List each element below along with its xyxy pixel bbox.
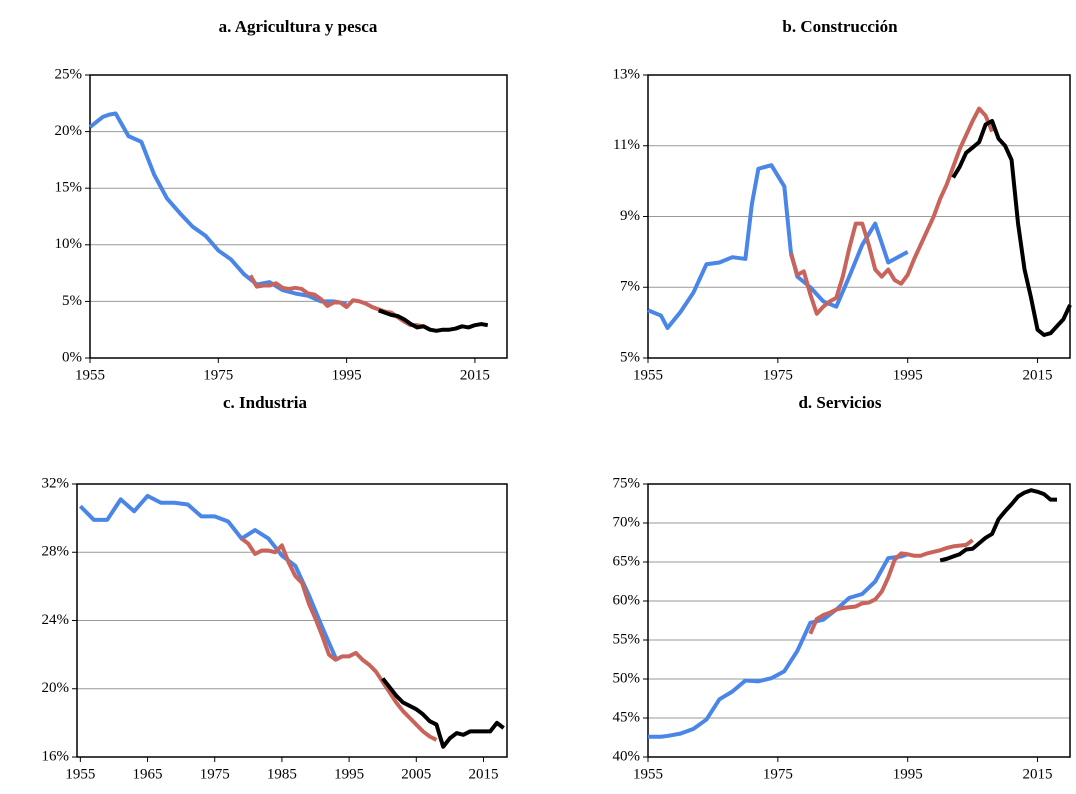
y-tick-label: 20%: [42, 680, 70, 696]
y-tick-label: 55%: [613, 631, 641, 647]
data-line: [88, 111, 347, 306]
y-tick-label: 13%: [613, 66, 641, 82]
x-tick-label: 1995: [332, 367, 362, 383]
y-tick-label: 60%: [613, 592, 641, 608]
y-tick-label: 65%: [613, 553, 641, 569]
x-tick-label: 1965: [133, 766, 163, 782]
x-tick-label: 1955: [633, 766, 663, 782]
x-tick-label: 1975: [203, 367, 233, 383]
y-tick-label: 25%: [55, 66, 83, 82]
x-tick-label: 1995: [893, 367, 923, 383]
y-tick-label: 11%: [613, 137, 640, 153]
data-line: [240, 537, 438, 742]
chart-title: b. Construcción: [782, 17, 898, 36]
y-tick-label: 75%: [613, 475, 641, 491]
data-line: [378, 308, 489, 333]
y-tick-label: 40%: [613, 748, 641, 764]
y-tick-label: 15%: [55, 180, 83, 196]
data-line: [381, 677, 505, 749]
chart-title: a. Agricultura y pesca: [219, 17, 378, 36]
data-line: [939, 488, 1058, 563]
x-tick-label: 1955: [633, 367, 663, 383]
y-tick-label: 0%: [62, 349, 82, 365]
y-tick-label: 24%: [42, 612, 70, 628]
data-line: [78, 493, 338, 659]
x-tick-label: 1995: [334, 766, 364, 782]
x-tick-label: 2015: [1023, 766, 1053, 782]
y-tick-label: 5%: [62, 293, 82, 309]
x-tick-label: 1975: [200, 766, 230, 782]
data-line: [808, 538, 974, 635]
plot-frame: [647, 74, 1071, 359]
y-tick-label: 28%: [42, 544, 70, 560]
x-tick-label: 1955: [65, 766, 95, 782]
chart-title: c. Industria: [223, 393, 308, 412]
x-tick-label: 2005: [401, 766, 431, 782]
plot-frame: [647, 483, 1071, 758]
x-tick-label: 2015: [1023, 367, 1053, 383]
x-tick-label: 1955: [75, 367, 105, 383]
y-tick-label: 16%: [42, 748, 70, 764]
data-line: [648, 552, 909, 739]
plot-frame: [76, 483, 508, 758]
data-line: [647, 163, 909, 330]
x-tick-label: 1975: [763, 766, 793, 782]
y-tick-label: 5%: [620, 349, 640, 365]
y-tick-label: 70%: [613, 514, 641, 530]
y-tick-label: 10%: [55, 236, 83, 252]
plot-frame: [89, 74, 508, 359]
y-tick-label: 50%: [613, 670, 641, 686]
y-tick-label: 45%: [613, 709, 641, 725]
x-tick-label: 2015: [460, 367, 490, 383]
y-tick-label: 20%: [55, 123, 83, 139]
x-tick-label: 1985: [267, 766, 297, 782]
y-tick-label: 7%: [620, 279, 640, 295]
y-tick-label: 32%: [42, 475, 70, 491]
x-tick-label: 2015: [468, 766, 498, 782]
x-tick-label: 1975: [763, 367, 793, 383]
data-line: [951, 118, 1072, 338]
y-tick-label: 9%: [620, 208, 640, 224]
data-line: [788, 106, 994, 316]
chart-title: d. Servicios: [798, 393, 881, 412]
data-line: [248, 274, 424, 329]
x-tick-label: 1995: [893, 766, 923, 782]
